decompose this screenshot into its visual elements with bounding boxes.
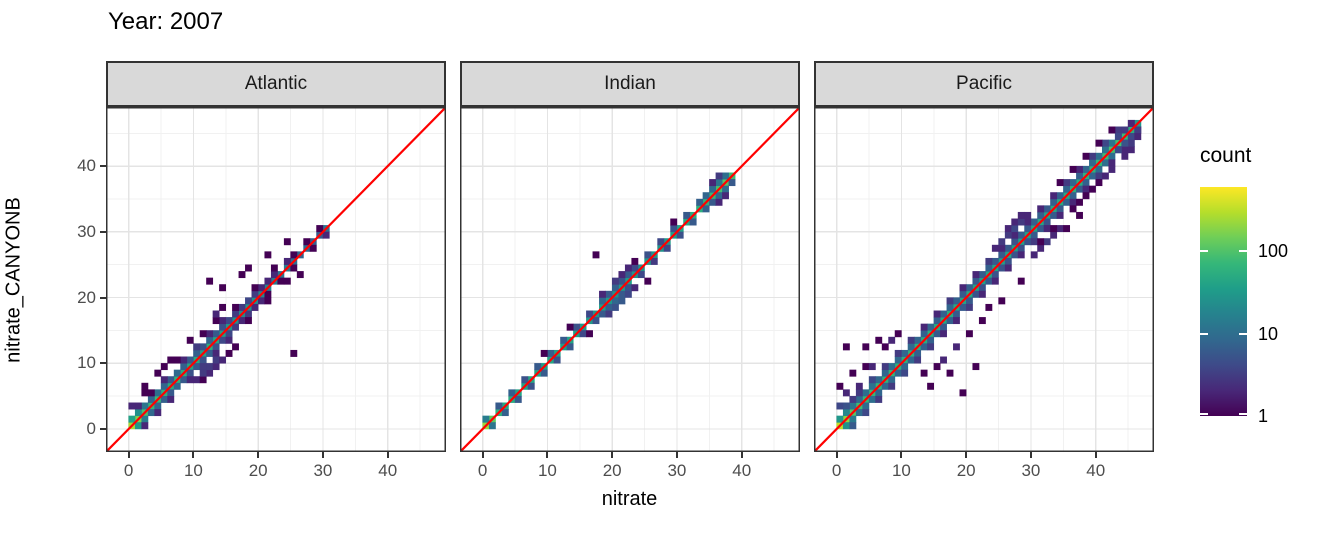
x-tick-mark <box>257 452 260 458</box>
x-tick-label: 10 <box>537 461 557 480</box>
x-tick-label: 10 <box>183 461 203 480</box>
x-tick-mark <box>386 452 389 458</box>
y-tick-mark <box>100 230 106 233</box>
x-tick-mark <box>481 452 484 458</box>
y-tick-label: 30 <box>77 221 96 241</box>
y-tick-label: 10 <box>77 353 96 373</box>
legend-tick-mark <box>1239 413 1247 415</box>
x-tick-mark <box>127 452 130 458</box>
x-tick-label: 40 <box>1086 461 1106 480</box>
legend-title: count <box>1200 144 1252 167</box>
y-tick-label: 20 <box>77 287 96 307</box>
legend-tick-label: 1 <box>1258 406 1269 426</box>
x-tick-mark <box>321 452 324 458</box>
x-tick-label: 10 <box>891 461 911 480</box>
x-tick-label: 40 <box>378 461 398 480</box>
panel-indian-plot <box>460 107 800 452</box>
x-axis-title: nitrate <box>601 488 658 510</box>
facet-strip-pacific: Pacific <box>814 61 1154 107</box>
legend-tick-label: 100 <box>1258 241 1289 262</box>
x-tick-label: 0 <box>123 461 134 480</box>
legend-tick-mark <box>1200 250 1208 253</box>
x-tick-label: 20 <box>602 461 622 480</box>
x-tick-label: 20 <box>956 461 976 480</box>
y-tick-mark <box>100 296 106 299</box>
y-axis-title: nitrate_CANYONB <box>2 197 25 363</box>
x-tick-label: 40 <box>732 461 752 480</box>
x-tick-label: 0 <box>831 461 842 480</box>
legend-colorbar <box>1200 187 1247 416</box>
legend-tick-mark <box>1239 332 1247 335</box>
legend-tick-mark <box>1200 413 1208 415</box>
x-tick-label: 30 <box>313 461 333 480</box>
facet-strip-atlantic: Atlantic <box>106 61 446 107</box>
facet-strip-label: Atlantic <box>244 73 308 94</box>
facet-strip-label: Indian <box>604 73 656 94</box>
facet-strip-label: Pacific <box>956 73 1012 94</box>
y-tick-label: 0 <box>86 419 96 438</box>
x-tick-mark <box>611 452 614 458</box>
panel-pacific <box>814 107 1154 452</box>
chart-title: Year: 2007 <box>108 8 224 35</box>
panel-atlantic-plot <box>106 107 446 452</box>
panel-atlantic <box>106 107 446 452</box>
x-tick-mark <box>546 452 549 458</box>
legend-tick-mark <box>1200 332 1208 335</box>
panel-pacific-plot <box>814 107 1154 452</box>
x-tick-mark <box>675 452 678 458</box>
x-tick-mark <box>740 452 743 458</box>
legend-tick-mark <box>1239 250 1247 253</box>
x-tick-label: 30 <box>1021 461 1041 480</box>
x-tick-mark <box>192 452 195 458</box>
y-tick-mark <box>100 428 106 430</box>
x-tick-mark <box>965 452 968 458</box>
x-tick-mark <box>900 452 903 458</box>
panel-indian <box>460 107 800 452</box>
x-tick-label: 20 <box>248 461 268 480</box>
x-tick-mark <box>1094 452 1097 458</box>
x-tick-label: 30 <box>667 461 687 480</box>
y-tick-label: 40 <box>77 156 96 176</box>
x-tick-mark <box>835 452 838 458</box>
facet-strip-indian: Indian <box>460 61 800 107</box>
y-tick-mark <box>100 362 106 365</box>
y-tick-mark <box>100 165 106 168</box>
x-tick-label: 0 <box>477 461 488 480</box>
x-tick-mark <box>1029 452 1032 458</box>
legend-tick-label: 10 <box>1258 323 1279 344</box>
